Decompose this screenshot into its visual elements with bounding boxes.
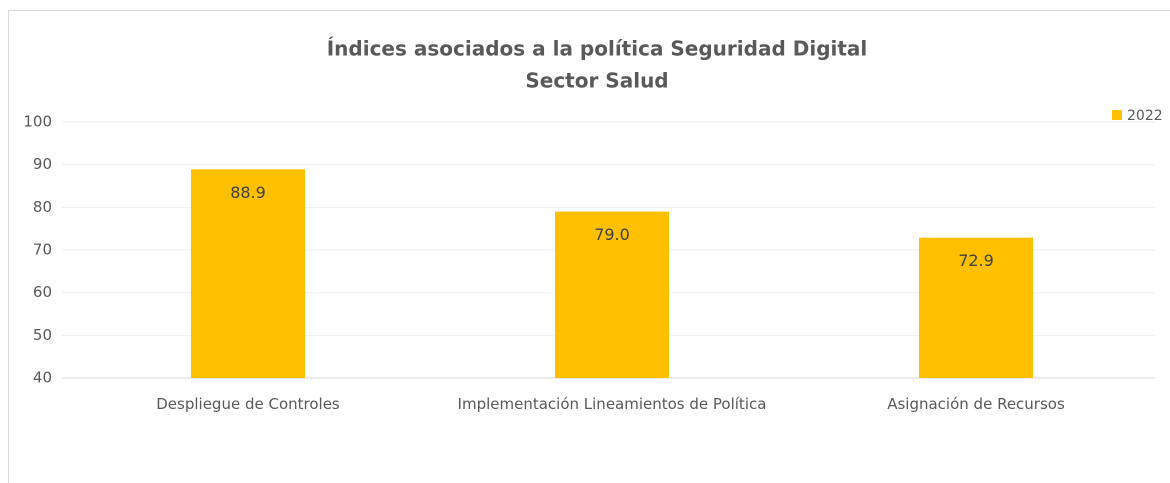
x-tick-label: Asignación de Recursos [887,395,1065,413]
legend-label: 2022 [1127,108,1163,124]
chart-title: Sector Salud [525,69,668,93]
bar [919,237,1033,378]
y-tick-label: 40 [33,369,52,387]
y-tick-label: 80 [33,198,52,216]
y-tick-label: 100 [23,113,52,131]
bar [555,211,669,378]
y-tick-label: 70 [33,241,52,259]
legend-swatch [1112,110,1122,120]
data-label: 88.9 [230,183,266,202]
y-tick-label: 50 [33,326,52,344]
x-tick-label: Despliegue de Controles [156,395,340,413]
data-label: 79.0 [594,225,630,244]
data-label: 72.9 [958,251,994,270]
y-tick-label: 60 [33,283,52,301]
y-tick-label: 90 [33,155,52,173]
chart-title: Índices asociados a la política Segurida… [327,37,868,61]
bar [191,169,305,378]
x-tick-label: Implementación Lineamientos de Política [457,395,767,413]
